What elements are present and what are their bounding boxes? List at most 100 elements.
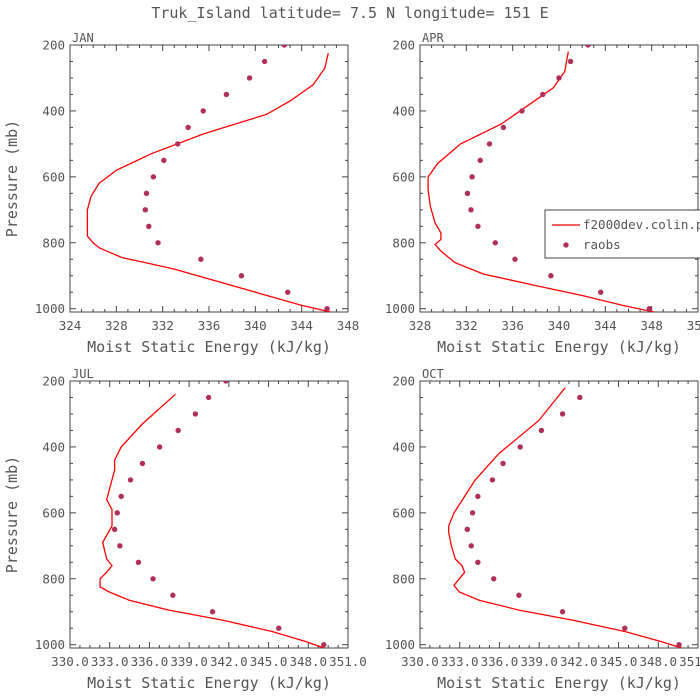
panel-jul: 330.0 333.0 336.0 339.0 342.0 345.0 348.0 351.0… xyxy=(3,367,367,692)
y-tick-label: 1000 xyxy=(385,301,415,316)
raobs-point xyxy=(517,444,523,450)
raobs-point xyxy=(475,223,481,229)
plot-frame xyxy=(419,44,699,313)
y-tick-label: 800 xyxy=(42,235,65,250)
raobs-point xyxy=(321,642,327,648)
raobs-point xyxy=(142,207,148,213)
raobs-point xyxy=(150,576,156,582)
raobs-point xyxy=(261,58,268,65)
legend-label-model: f2000dev.colin.pop xyxy=(583,217,700,232)
x-tick-label: 351.0 xyxy=(679,654,700,669)
raobs-point xyxy=(276,625,282,631)
x-tick-label: 336 xyxy=(198,318,221,333)
x-axis-label: Moist Static Energy (kJ/kg) xyxy=(437,674,681,692)
raobs-point xyxy=(192,411,199,417)
panel-month-label: JAN xyxy=(72,31,94,45)
x-tick-label: 339.0 xyxy=(170,654,208,669)
y-tick-label: 1000 xyxy=(35,301,65,316)
x-tick-label: 345.0 xyxy=(600,654,638,669)
x-tick-label: 324 xyxy=(59,318,82,333)
model-profile-line xyxy=(99,393,325,648)
raobs-point xyxy=(469,174,475,180)
panel-month-label: APR xyxy=(422,31,444,45)
x-tick-label: 348 xyxy=(640,318,663,333)
y-tick-label: 400 xyxy=(42,103,65,118)
raobs-point xyxy=(489,477,496,483)
raobs-point xyxy=(139,460,146,467)
raobs-point xyxy=(519,108,525,114)
plot-frame xyxy=(69,44,349,313)
raobs-point xyxy=(111,526,118,533)
raobs-point xyxy=(475,493,481,500)
x-tick-label: 333.0 xyxy=(441,654,479,669)
raobs-point xyxy=(464,190,471,197)
raobs-point xyxy=(200,108,206,114)
raobs-point xyxy=(114,510,120,516)
x-tick-label: 348 xyxy=(337,318,360,333)
raobs-point xyxy=(118,493,124,500)
y-tick-label: 200 xyxy=(42,374,65,389)
y-tick-label: 400 xyxy=(42,439,65,454)
raobs-point xyxy=(585,45,591,48)
raobs-point xyxy=(598,289,604,295)
y-tick-label: 400 xyxy=(392,103,415,118)
panel-month-label: JUL xyxy=(72,367,94,381)
raobs-point xyxy=(548,273,554,279)
raobs-point xyxy=(156,444,163,450)
y-axis-label: Pressure (mb) xyxy=(3,456,21,573)
raobs-point xyxy=(175,141,181,147)
raobs-point xyxy=(185,124,191,131)
plot-area xyxy=(86,45,331,312)
x-tick-label: 352 xyxy=(687,318,700,333)
panel-apr: 328 332 336 340 344 348 352 200 400 600 800 1000 APR… xyxy=(385,31,700,356)
raobs-point xyxy=(646,306,653,312)
model-profile-line xyxy=(448,387,682,648)
legend-label-raobs: raobs xyxy=(583,237,621,252)
x-axis-label: Moist Static Energy (kJ/kg) xyxy=(437,338,681,356)
x-tick-label: 344 xyxy=(290,318,313,333)
y-tick-label: 200 xyxy=(392,374,415,389)
x-tick-label: 339.0 xyxy=(520,654,558,669)
x-tick-label: 332 xyxy=(455,318,478,333)
raobs-point xyxy=(468,207,474,213)
raobs-point xyxy=(500,460,506,467)
x-tick-label: 340 xyxy=(548,318,571,333)
raobs-point xyxy=(559,411,566,417)
y-tick-label: 800 xyxy=(392,235,415,250)
x-tick-label: 328 xyxy=(409,318,432,333)
model-profile-line xyxy=(86,53,331,312)
raobs-point xyxy=(516,592,522,598)
plot-area xyxy=(99,381,327,648)
legend-point-marker xyxy=(563,242,569,248)
raobs-point xyxy=(556,75,562,81)
x-tick-label: 333.0 xyxy=(91,654,129,669)
raobs-point xyxy=(512,256,518,262)
panel-oct: 330.0333.0336.0339.0342.0345.0348.0351.0… xyxy=(385,367,700,692)
x-tick-label: 328 xyxy=(105,318,128,333)
x-tick-label: 330.0 xyxy=(51,654,89,669)
raobs-point xyxy=(198,256,204,262)
raobs-point xyxy=(477,157,483,164)
raobs-point xyxy=(246,75,253,81)
x-tick-label: 342.0 xyxy=(560,654,598,669)
x-tick-label: 336 xyxy=(501,318,524,333)
x-tick-label: 348.0 xyxy=(639,654,677,669)
x-tick-label: 340 xyxy=(244,318,267,333)
raobs-point xyxy=(223,91,230,98)
raobs-point xyxy=(209,609,216,615)
y-tick-label: 800 xyxy=(392,571,415,586)
raobs-point xyxy=(135,559,142,565)
raobs-point xyxy=(622,625,628,631)
raobs-point xyxy=(464,526,470,533)
y-tick-label: 200 xyxy=(392,38,415,53)
raobs-point xyxy=(161,157,167,164)
x-tick-label: 330.0 xyxy=(401,654,439,669)
y-tick-label: 200 xyxy=(42,38,65,53)
raobs-point xyxy=(559,609,566,615)
y-tick-label: 600 xyxy=(392,169,415,184)
raobs-point xyxy=(127,477,134,483)
figure-title: Truk_Island latitude= 7.5 N longitude= 1… xyxy=(151,4,548,22)
x-tick-label: 348.0 xyxy=(289,654,327,669)
raobs-point xyxy=(223,381,229,384)
